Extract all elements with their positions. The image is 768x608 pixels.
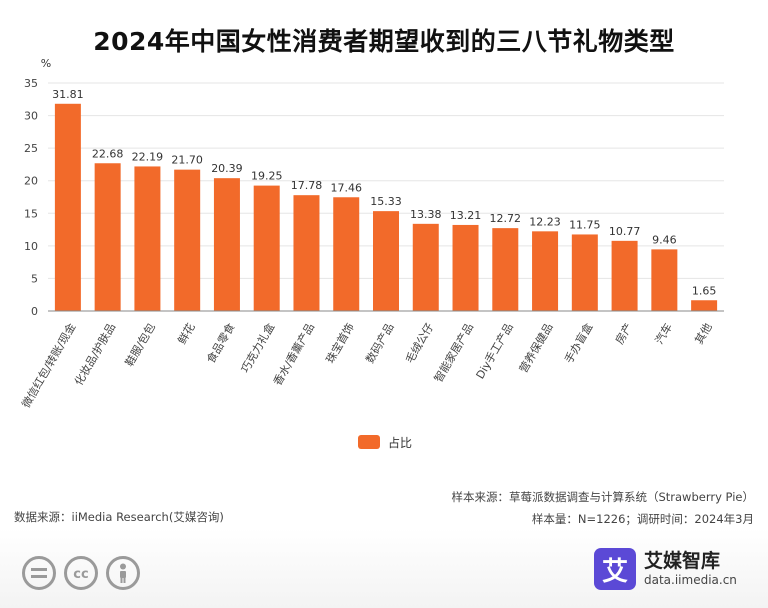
bar-chart: 0 5 10 15 20 25 30 35 % 31.81 22.68 22.19 21.70 20.… bbox=[19, 57, 724, 411]
x-tick-label: 食品零食 bbox=[203, 321, 237, 366]
bar bbox=[174, 169, 201, 311]
value-label: 13.21 bbox=[450, 209, 482, 222]
y-tick-label: 30 bbox=[24, 110, 38, 123]
y-axis-ticks: 0 5 10 15 20 25 30 35 bbox=[24, 77, 38, 318]
x-tick-label: 毛绒公仔 bbox=[403, 321, 436, 366]
x-tick-label: 手办盲盒 bbox=[561, 321, 595, 366]
bar bbox=[293, 195, 320, 311]
cc-icon: cc bbox=[64, 556, 98, 590]
x-tick-label: 营养保健品 bbox=[516, 321, 556, 376]
value-label: 1.65 bbox=[692, 284, 717, 297]
equals-icon bbox=[22, 556, 56, 590]
value-label: 10.77 bbox=[609, 225, 641, 238]
value-labels: 31.81 22.68 22.19 21.70 20.39 19.25 17.78 17.46… bbox=[52, 88, 716, 297]
value-label: 21.70 bbox=[171, 154, 203, 167]
brand-name: 艾媒智库 bbox=[644, 550, 721, 572]
x-tick-label: 巧克力礼盒 bbox=[238, 321, 278, 376]
x-tick-label: 珠宝首饰 bbox=[323, 321, 357, 366]
bar bbox=[373, 211, 399, 311]
value-label: 20.39 bbox=[211, 162, 243, 175]
y-tick-label: 0 bbox=[31, 305, 38, 318]
data-source: 数据来源：iiMedia Research(艾媒咨询) bbox=[14, 510, 224, 524]
bar bbox=[571, 234, 598, 311]
sample-notes: 样本来源：草莓派数据调查与计算系统（Strawberry Pie） 样本量：N=… bbox=[451, 486, 754, 530]
value-label: 12.72 bbox=[490, 212, 522, 225]
value-label: 13.38 bbox=[410, 208, 442, 221]
x-tick-label: 鞋服/包包 bbox=[122, 321, 158, 369]
y-axis-unit: % bbox=[41, 57, 51, 70]
bars bbox=[54, 103, 718, 311]
x-tick-label: 香水/香薰产品 bbox=[270, 321, 317, 388]
value-label: 11.75 bbox=[569, 218, 601, 231]
y-tick-label: 20 bbox=[24, 175, 38, 188]
bar bbox=[492, 228, 519, 311]
svg-text:cc: cc bbox=[73, 567, 88, 581]
y-tick-label: 5 bbox=[31, 272, 38, 285]
y-tick-label: 35 bbox=[24, 77, 38, 90]
bar bbox=[54, 103, 81, 311]
x-tick-label: Diy手工产品 bbox=[473, 321, 516, 382]
x-tick-label: 化妆品/护肤品 bbox=[71, 321, 118, 388]
bar bbox=[253, 185, 280, 311]
x-tick-label: 房产 bbox=[612, 321, 635, 347]
brand-url: data.iimedia.cn bbox=[644, 573, 737, 587]
sample-source: 样本来源：草莓派数据调查与计算系统（Strawberry Pie） bbox=[451, 490, 754, 504]
value-label: 19.25 bbox=[251, 170, 283, 183]
bar bbox=[532, 231, 559, 311]
legend-swatch bbox=[358, 435, 380, 449]
sample-info: 样本量：N=1226；调研时间：2024年3月 bbox=[531, 512, 754, 526]
bar bbox=[333, 197, 360, 311]
bar bbox=[94, 163, 121, 311]
value-label: 22.68 bbox=[92, 147, 124, 160]
value-label: 9.46 bbox=[652, 233, 677, 246]
bar bbox=[691, 300, 718, 311]
chart-title: 2024年中国女性消费者期望收到的三八节礼物类型 bbox=[93, 27, 675, 56]
legend-label: 占比 bbox=[388, 435, 413, 450]
x-tick-label: 微信红包/转账/现金 bbox=[19, 321, 79, 411]
x-tick-label: 鲜花 bbox=[175, 321, 198, 347]
y-tick-label: 15 bbox=[24, 207, 38, 220]
bar bbox=[134, 166, 161, 311]
value-label: 31.81 bbox=[52, 88, 84, 101]
value-label: 12.23 bbox=[529, 215, 561, 228]
value-label: 22.19 bbox=[132, 150, 164, 163]
bar bbox=[611, 240, 638, 311]
legend: 占比 bbox=[358, 434, 412, 450]
x-tick-label: 其他 bbox=[692, 321, 714, 347]
brand: 艾 艾媒智库 data.iimedia.cn bbox=[594, 548, 737, 590]
bar bbox=[452, 224, 479, 311]
x-tick-label: 数码产品 bbox=[362, 321, 396, 366]
brand-logo: 艾 bbox=[594, 548, 636, 590]
value-label: 17.46 bbox=[330, 181, 362, 194]
y-tick-label: 10 bbox=[24, 240, 38, 253]
x-tick-label: 智能家居产品 bbox=[431, 321, 476, 385]
bar bbox=[412, 223, 439, 311]
x-tick-label: 汽车 bbox=[652, 321, 675, 347]
bar bbox=[651, 249, 678, 311]
value-label: 17.78 bbox=[291, 179, 323, 192]
person-icon bbox=[106, 556, 140, 590]
bar bbox=[213, 178, 240, 311]
y-tick-label: 25 bbox=[24, 142, 38, 155]
value-label: 15.33 bbox=[370, 195, 402, 208]
license-icons: cc bbox=[22, 556, 140, 590]
